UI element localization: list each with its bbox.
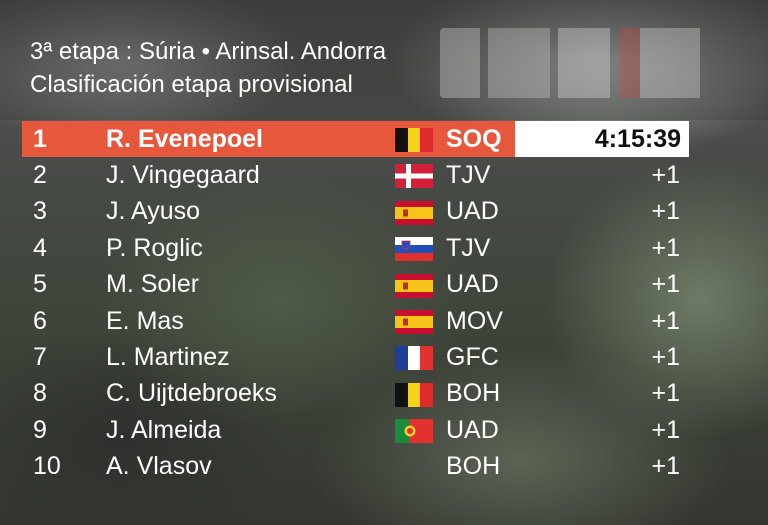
row-rider: E. Mas [106, 306, 184, 335]
row-position: 9 [33, 415, 47, 444]
row-gap: +1 [651, 197, 680, 226]
row-team: MOV [446, 306, 503, 335]
table-row: 5 M. Soler UAD +1 [0, 267, 768, 303]
row-rider: L. Martinez [106, 343, 230, 372]
row-team: UAD [446, 197, 499, 226]
stage-title: 3ª etapa : Súria • Arinsal. Andorra [30, 38, 387, 65]
france-flag-icon [395, 346, 433, 371]
background-shade [0, 0, 768, 120]
row-rider: R. Evenepoel [106, 124, 263, 153]
row-team: UAD [446, 270, 499, 299]
row-rider: J. Ayuso [106, 197, 201, 226]
row-team: TJV [446, 233, 491, 262]
table-row: 3 J. Ayuso UAD +1 [0, 194, 768, 230]
belgium-flag-icon [395, 128, 433, 152]
row-rider: M. Soler [106, 270, 200, 299]
stage-header: 3ª etapa : Súria • Arinsal. Andorra Clas… [30, 38, 386, 100]
row-team: UAD [446, 415, 499, 444]
spain-flag-icon [395, 200, 433, 225]
row-rider: A. Vlasov [106, 452, 212, 481]
row-rider: P. Roglic [106, 233, 203, 262]
row-rider: J. Almeida [106, 415, 222, 444]
row-team: GFC [446, 343, 499, 372]
row-position: 5 [33, 270, 47, 299]
leader-highlight-bar [22, 121, 515, 157]
row-position: 1 [33, 124, 47, 153]
row-team: SOQ [446, 124, 502, 153]
row-gap: +1 [651, 415, 680, 444]
row-team: BOH [446, 452, 501, 481]
portugal-flag-icon [395, 419, 433, 444]
row-position: 3 [33, 197, 47, 226]
row-position: 6 [33, 306, 47, 335]
table-row: 9 J. Almeida UAD +1 [0, 412, 768, 448]
background-vehicles [440, 28, 740, 98]
table-row: 10 A. Vlasov BOH +1 [0, 449, 768, 485]
table-row: 7 L. Martinez GFC +1 [0, 339, 768, 375]
row-rider: C. Uijtdebroeks [106, 379, 277, 408]
denmark-flag-icon [395, 164, 433, 189]
row-gap: +1 [651, 452, 680, 481]
row-gap: +1 [651, 161, 680, 190]
row-gap: +1 [651, 343, 680, 372]
table-row: 4 P. Roglic TJV +1 [0, 230, 768, 266]
empty-flag-slot [395, 456, 433, 480]
row-position: 8 [33, 379, 47, 408]
table-row: 2 J. Vingegaard TJV +1 [0, 157, 768, 193]
row-team: BOH [446, 379, 501, 408]
row-position: 2 [33, 161, 47, 190]
belgium-flag-icon [395, 382, 433, 407]
row-gap: +1 [651, 306, 680, 335]
table-row: 1 R. Evenepoel SOQ 4:15:39 [0, 121, 768, 157]
row-position: 7 [33, 343, 47, 372]
row-team: TJV [446, 161, 491, 190]
slovenia-flag-icon [395, 237, 433, 262]
spain-flag-icon [395, 309, 433, 334]
row-position: 10 [33, 452, 61, 481]
row-gap: +1 [651, 270, 680, 299]
table-row: 6 E. Mas MOV +1 [0, 303, 768, 339]
stage-subtitle: Clasificación etapa provisional [30, 71, 353, 98]
row-rider: J. Vingegaard [106, 161, 260, 190]
spain-flag-icon [395, 273, 433, 298]
row-position: 4 [33, 233, 47, 262]
classification-table: 1 R. Evenepoel SOQ 4:15:39 2 J. Vingegaa… [0, 121, 768, 485]
row-gap: +1 [651, 233, 680, 262]
leader-time: 4:15:39 [515, 121, 689, 157]
table-row: 8 C. Uijtdebroeks BOH +1 [0, 376, 768, 412]
row-gap: +1 [651, 379, 680, 408]
